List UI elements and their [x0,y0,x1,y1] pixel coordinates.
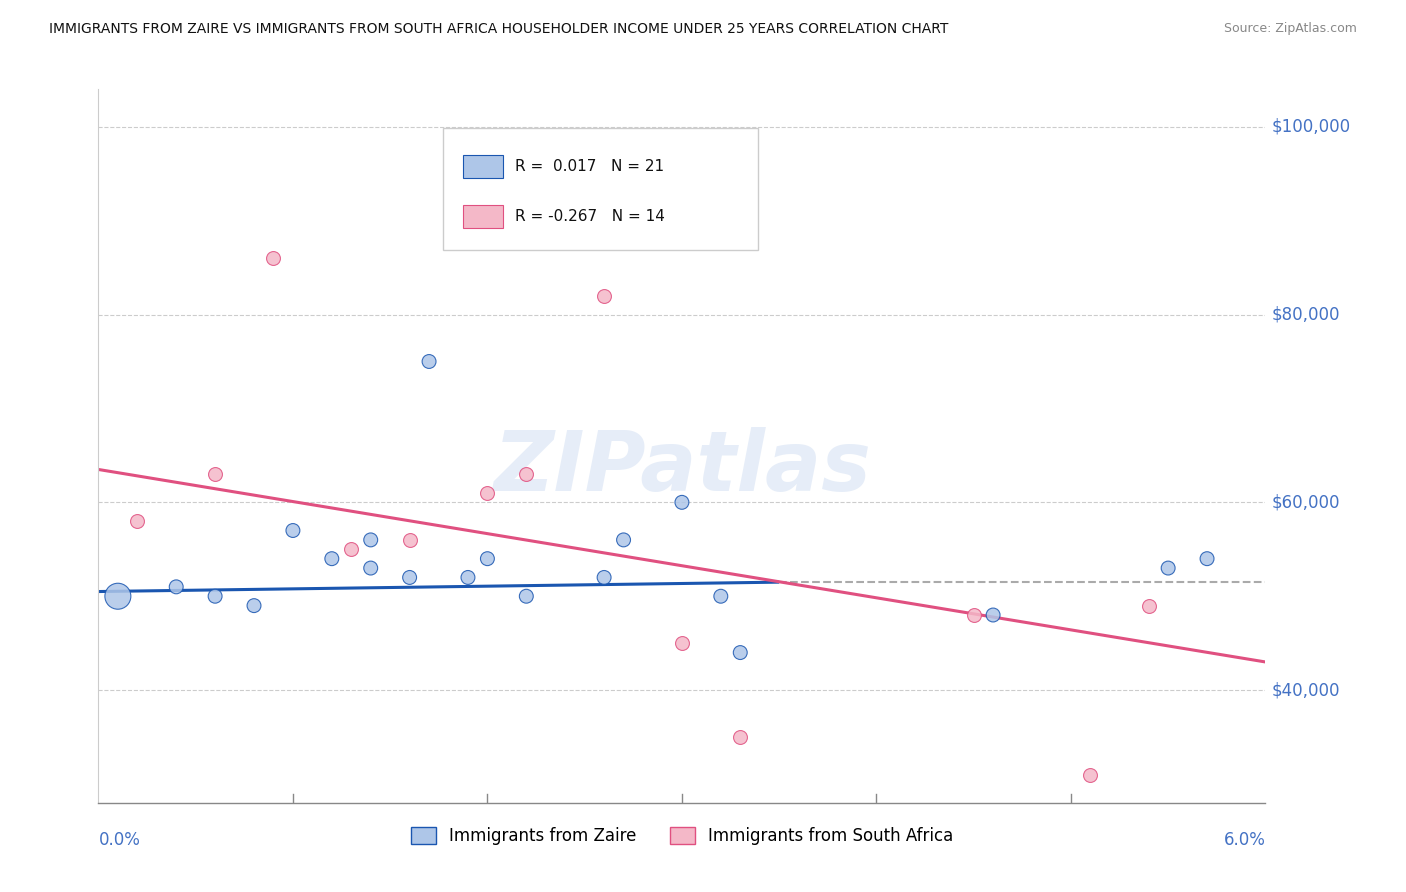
Point [321,551,343,566]
Point [281,524,304,538]
Text: $80,000: $80,000 [1271,306,1340,324]
Point [710,589,733,603]
Text: $60,000: $60,000 [1271,493,1340,511]
Text: $40,000: $40,000 [1271,681,1340,699]
Point [671,495,693,509]
Point [730,730,752,744]
Point [398,570,420,584]
Point [593,289,616,303]
Point [360,533,382,547]
Point [360,561,382,575]
Point [262,251,284,265]
Text: 6.0%: 6.0% [1223,831,1265,849]
Point [204,589,226,603]
Point [340,542,363,557]
Legend: Immigrants from Zaire, Immigrants from South Africa: Immigrants from Zaire, Immigrants from S… [404,820,960,852]
Text: R =  0.017   N = 21: R = 0.017 N = 21 [515,159,664,174]
Point [671,636,693,650]
Bar [463,155,503,178]
Text: 0.0%: 0.0% [98,831,141,849]
Text: $100,000: $100,000 [1271,118,1350,136]
FancyBboxPatch shape [443,128,758,250]
Text: R = -0.267   N = 14: R = -0.267 N = 14 [515,209,665,224]
Point [981,607,1004,622]
Point [1080,767,1102,781]
Point [730,646,752,660]
Point [418,354,440,368]
Point [515,467,537,482]
Point [127,514,149,528]
Point [165,580,187,594]
Point [398,533,420,547]
Text: Source: ZipAtlas.com: Source: ZipAtlas.com [1223,22,1357,36]
Point [593,570,616,584]
Point [613,533,636,547]
Point [1137,599,1160,613]
Point [477,486,499,500]
Point [1157,561,1180,575]
Bar [463,205,503,228]
Point [515,589,537,603]
Point [457,570,479,584]
Point [1197,551,1219,566]
Point [107,589,129,603]
Text: ZIPatlas: ZIPatlas [494,427,870,508]
Point [962,607,984,622]
Text: IMMIGRANTS FROM ZAIRE VS IMMIGRANTS FROM SOUTH AFRICA HOUSEHOLDER INCOME UNDER 2: IMMIGRANTS FROM ZAIRE VS IMMIGRANTS FROM… [49,22,949,37]
Point [477,551,499,566]
Point [243,599,266,613]
Point [204,467,226,482]
